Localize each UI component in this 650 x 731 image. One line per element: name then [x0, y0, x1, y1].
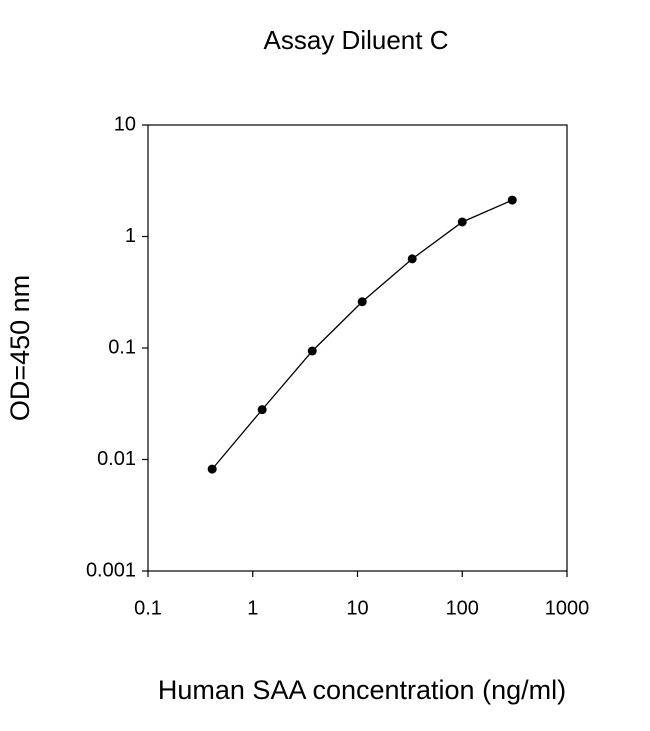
y-axis-label: OD=450 nm: [5, 275, 35, 421]
data-point: [307, 346, 317, 356]
y-tick-label: 10: [114, 113, 136, 135]
y-tick-label: 0.01: [97, 448, 136, 470]
data-point: [407, 254, 417, 264]
x-tick-label: 10: [346, 597, 368, 619]
data-point: [207, 464, 217, 474]
y-tick-label: 0.1: [108, 336, 136, 358]
chart-title: Assay Diluent C: [264, 25, 449, 55]
x-tick-label: 1000: [545, 597, 590, 619]
x-tick-label: 1: [247, 597, 258, 619]
data-point: [457, 217, 467, 227]
y-tick-label: 1: [125, 225, 136, 247]
data-line: [211, 199, 513, 470]
data-point: [257, 405, 267, 415]
y-tick-label: 0.001: [86, 559, 136, 581]
plot-frame: [147, 124, 568, 572]
data-point: [507, 195, 517, 205]
x-tick-label: 0.1: [134, 597, 162, 619]
x-axis-label: Human SAA concentration (ng/ml): [158, 675, 566, 705]
x-tick-label: 100: [446, 597, 479, 619]
data-point: [357, 297, 367, 307]
